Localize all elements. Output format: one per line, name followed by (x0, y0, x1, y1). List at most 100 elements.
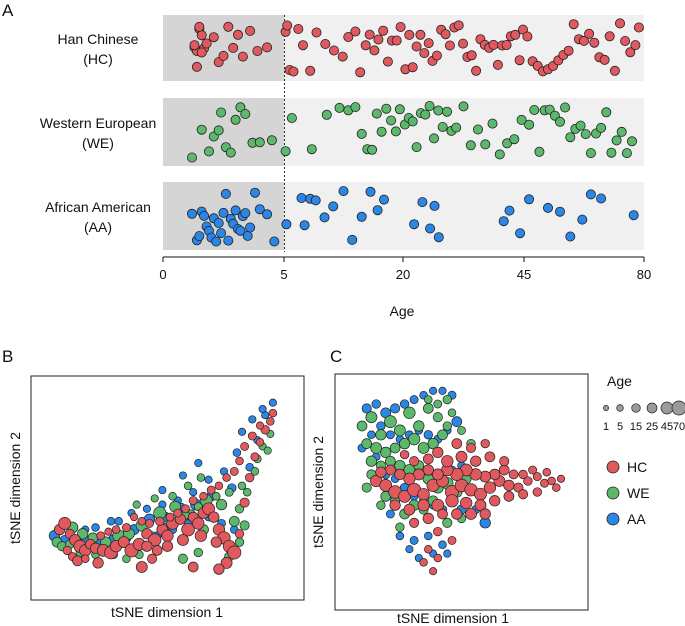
legend-age-marker (660, 401, 674, 415)
strip-point-we (254, 137, 265, 148)
tsne-point-aa (232, 448, 242, 457)
tsne-point-we (407, 433, 421, 446)
tsne-point-we (394, 424, 406, 437)
strip-point-we (203, 146, 214, 157)
strip-point-hc (191, 61, 202, 72)
tsne-point-we (365, 411, 378, 424)
tsne-point-hc (227, 545, 242, 560)
legend-age-marker (603, 405, 609, 411)
tsne-point-hc (92, 557, 104, 569)
strip-point-aa (213, 217, 224, 228)
tsne-point-aa (429, 386, 438, 395)
tsne-point-we (150, 494, 159, 503)
strip-point-we (585, 148, 596, 159)
strip-point-aa (378, 194, 389, 205)
strip-point-we (534, 146, 545, 157)
tsne-point-we (263, 446, 272, 455)
tsne-point-hc (181, 522, 195, 537)
tsne-point-hc (484, 451, 496, 463)
tsne-point-aa (395, 531, 405, 541)
strip-point-we (621, 148, 632, 159)
tsne-b-x-label: tSNE dimension 1 (111, 604, 223, 620)
strip-point-hc (615, 18, 626, 29)
strip-point-aa (515, 228, 526, 239)
strip-point-hc (584, 28, 595, 39)
strip-point-hc (391, 35, 402, 46)
strip-point-hc (510, 29, 521, 40)
tsne-point-aa (189, 488, 198, 497)
tsne-point-hc (437, 508, 448, 520)
strip-point-aa (504, 205, 515, 216)
tsne-point-we (384, 415, 397, 428)
strip-point-we (433, 105, 444, 116)
strip-point-we (407, 116, 418, 127)
strip-point-aa (299, 220, 310, 231)
tsne-point-hc (399, 449, 410, 460)
tsne-point-we (168, 492, 177, 501)
strip-point-hc (568, 19, 579, 30)
strip-point-we (394, 104, 405, 115)
strip-point-hc (633, 22, 644, 33)
strip-point-aa (372, 205, 383, 216)
strip-point-we (350, 102, 361, 113)
strip-point-hc (223, 21, 234, 32)
strip-point-hc (440, 29, 451, 40)
tsne-point-aa (367, 430, 376, 440)
strip-point-hc (208, 32, 219, 43)
strip-point-hc (411, 41, 422, 52)
tsne-point-aa (194, 458, 203, 468)
tsne-point-hc (250, 452, 260, 462)
legend-label-hc: HC (627, 459, 647, 475)
tsne-point-we (437, 429, 448, 441)
age-strip-chart: Han Chinese (HC) Western European (WE) Afric… (40, 15, 651, 319)
tsne-point-aa (237, 427, 247, 436)
strip-point-aa (249, 187, 260, 198)
panel-letter-b: B (2, 347, 13, 366)
strip-point-we (601, 107, 612, 118)
tsne-point-aa (268, 398, 277, 407)
tsne-point-hc (111, 525, 121, 534)
tsne-point-hc (552, 483, 561, 492)
legend-age-value: 45 (661, 421, 673, 433)
tsne-point-hc (498, 464, 510, 476)
tsne-point-aa (158, 486, 167, 495)
tsne-point-we (432, 412, 443, 423)
strip-point-hc (252, 46, 263, 57)
strip-point-hc (609, 65, 620, 76)
group-abbrev-aa: (AA) (84, 219, 112, 235)
legend-swatch-we (606, 486, 620, 500)
tsne-point-we (228, 515, 240, 527)
tsne-point-aa (142, 504, 151, 513)
strip-point-we (437, 122, 448, 133)
strip-points (186, 18, 644, 247)
strip-point-we (596, 122, 607, 133)
group-label-hc: Han Chinese (58, 31, 139, 47)
strip-point-hc (373, 34, 384, 45)
tsne-point-we (196, 473, 206, 482)
strip-point-hc (501, 40, 512, 51)
strip-point-hc (419, 48, 430, 59)
strip-point-aa (186, 208, 197, 219)
tsne-point-we (442, 394, 452, 405)
strip-point-we (575, 120, 586, 131)
tsne-point-hc (58, 517, 72, 530)
strip-point-hc (232, 29, 243, 40)
legend: Age 1 5 15 25 45 70 HC WE AA (603, 373, 685, 527)
tsne-point-hc (441, 455, 454, 468)
tsne-point-hc (375, 466, 387, 478)
strip-point-hc (297, 40, 308, 51)
strip-point-hc (196, 30, 207, 41)
strip-point-hc (407, 62, 418, 73)
tsne-point-aa (399, 399, 410, 409)
tsne-point-hc (214, 481, 224, 491)
strip-point-we (580, 129, 591, 140)
tsne-point-aa (371, 399, 381, 409)
tsne-point-hc (480, 438, 490, 449)
tsne-point-hc (422, 512, 434, 525)
strip-point-hc (514, 55, 525, 66)
strip-point-hc (194, 21, 205, 32)
strip-point-aa (328, 201, 339, 212)
age-axis-label: Age (390, 303, 415, 319)
tsne-point-hc (532, 472, 542, 482)
strip-point-aa (433, 232, 444, 243)
